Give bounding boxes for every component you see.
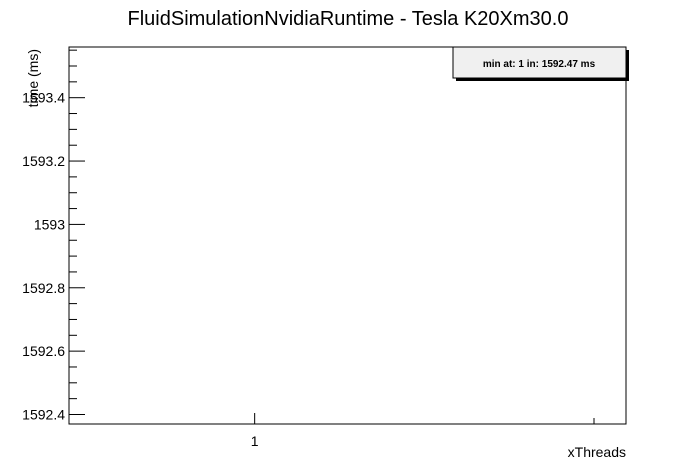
y-tick-label: 1593.4 [22, 90, 65, 106]
x-tick-label: 1 [251, 433, 259, 449]
y-tick-label: 1592.4 [22, 406, 65, 422]
y-tick-label: 1592.8 [22, 280, 65, 296]
plot-frame [68, 46, 627, 425]
stats-min-text: min at: 1 in: 1592.47 ms [483, 59, 596, 70]
y-tick-label: 1593.2 [22, 153, 65, 169]
x-axis: 1 [251, 413, 595, 449]
y-axis-title: time (ms) [25, 49, 41, 107]
y-tick-label: 1592.6 [22, 343, 65, 359]
stats-box-panel [452, 46, 627, 79]
y-tick-label: 1593 [34, 216, 65, 232]
chart-title: FluidSimulationNvidiaRuntime - Tesla K20… [128, 8, 569, 30]
x-axis-title: xThreads [568, 444, 626, 460]
stats-box: min at: 1 in: 1592.47 ms [452, 46, 629, 81]
y-axis: 1592.4 1592.6 1592.8 1593 1593.2 1593.4 [22, 49, 85, 422]
